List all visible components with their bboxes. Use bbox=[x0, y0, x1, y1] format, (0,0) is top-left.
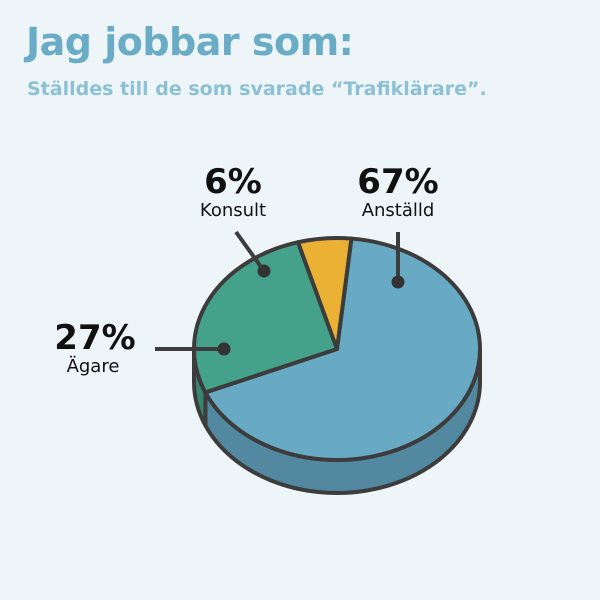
pie-slice-konsult bbox=[296, 236, 354, 351]
data-label-agare-value: 27% bbox=[54, 318, 135, 358]
leader-dot-agare bbox=[217, 342, 231, 356]
chart-title: Jag jobbar som: bbox=[26, 20, 354, 64]
data-label-konsult-value: 6% bbox=[204, 162, 262, 202]
pie-slice-agare bbox=[192, 240, 339, 395]
pie-slice-anstalld bbox=[203, 236, 482, 462]
pie-top-group bbox=[192, 236, 482, 462]
chart-subtitle: Ställdes till de som svarade “Trafiklära… bbox=[27, 78, 487, 100]
pie-annotation-group: 67% Anställd 6% Konsult 27% Ägare bbox=[54, 162, 438, 377]
leader-dot-konsult bbox=[257, 264, 271, 278]
data-label-anstalld-name: Anställd bbox=[362, 200, 435, 221]
data-label-anstalld-value: 67% bbox=[357, 162, 438, 202]
data-label-agare-name: Ägare bbox=[67, 356, 120, 377]
leader-line-konsult bbox=[234, 230, 266, 273]
data-label-konsult-name: Konsult bbox=[200, 200, 266, 221]
leader-dot-anstalld bbox=[391, 275, 405, 289]
